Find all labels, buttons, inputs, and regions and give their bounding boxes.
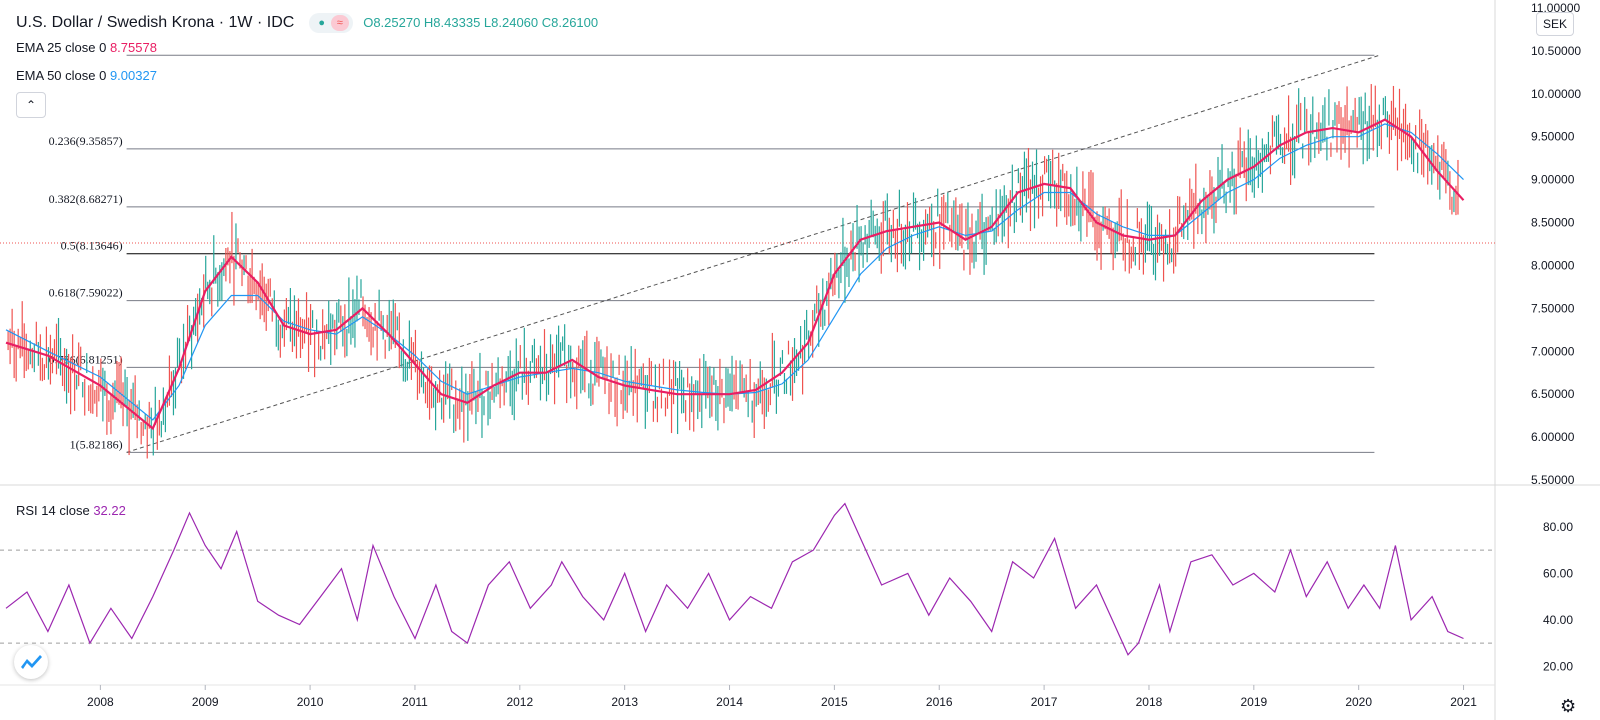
- time-tick-label: 2012: [506, 695, 533, 709]
- fib-level-label: 0.236(9.35857): [49, 134, 123, 148]
- price-tick-label: 6.00000: [1531, 430, 1575, 444]
- dot-icon[interactable]: ●: [318, 17, 326, 29]
- chevron-up-icon: ⌃: [25, 98, 37, 112]
- fib-level-label: 0.786(6.81251): [49, 352, 123, 366]
- ema50-value: 9.00327: [109, 68, 157, 83]
- price-tick-label: 5.50000: [1531, 473, 1575, 487]
- ema25-label: EMA 25 close 0: [16, 40, 107, 55]
- fib-level-label: 0.618(7.59022): [49, 286, 123, 300]
- time-tick-label: 2017: [1031, 695, 1058, 709]
- settings-gear-icon[interactable]: ⚙: [1560, 696, 1577, 716]
- time-tick-label: 2019: [1240, 695, 1267, 709]
- ema50-legend[interactable]: EMA 50 close 0 9.00327: [16, 68, 157, 83]
- rsi-tick-label: 60.00: [1543, 566, 1573, 580]
- price-tick-label: 9.50000: [1531, 130, 1575, 144]
- price-tick-label: 9.00000: [1531, 173, 1575, 187]
- price-tick-label: 10.50000: [1531, 44, 1581, 58]
- tradingview-logo[interactable]: [14, 645, 48, 679]
- rsi-value: 32.22: [93, 503, 126, 518]
- ema50-line: [5, 123, 1464, 421]
- rsi-tick-label: 20.00: [1543, 659, 1573, 673]
- price-tick-label: 10.00000: [1531, 87, 1581, 101]
- fib-level-label: 0.5(8.13646): [61, 239, 123, 253]
- currency-button[interactable]: SEK: [1536, 12, 1574, 36]
- ema25-legend[interactable]: EMA 25 close 0 8.75578: [16, 40, 157, 55]
- time-tick-label: 2011: [402, 695, 428, 709]
- ema25-value: 8.75578: [109, 40, 157, 55]
- rsi-tick-label: 40.00: [1543, 613, 1573, 627]
- ema25-line: [5, 118, 1465, 431]
- time-tick-label: 2014: [716, 695, 743, 709]
- logo-icon: [21, 655, 42, 669]
- fib-level-label: 0.382(8.68271): [49, 192, 123, 206]
- collapse-legend-button[interactable]: ⌃: [16, 92, 46, 118]
- ohlc-values: O8.25270 H8.43335 L8.24060 C8.26100: [363, 15, 599, 31]
- symbol-header: U.S. Dollar / Swedish Krona · 1W · IDC ●…: [16, 13, 598, 33]
- price-tick-label: 7.00000: [1531, 344, 1575, 358]
- rsi-label: RSI 14 close: [16, 503, 90, 518]
- time-tick-label: 2015: [821, 695, 848, 709]
- fib-level-label: 1(5.82186): [70, 437, 123, 451]
- time-tick-label: 2016: [926, 695, 953, 709]
- fib-trend-line: [126, 54, 1380, 453]
- time-tick-label: 2020: [1345, 695, 1372, 709]
- rsi-legend[interactable]: RSI 14 close 32.22: [16, 503, 126, 518]
- indicator-status-pill[interactable]: ● ≈: [308, 13, 353, 33]
- price-tick-label: 7.50000: [1531, 301, 1575, 315]
- time-tick-label: 2010: [297, 695, 324, 709]
- time-tick-label: 2021: [1450, 695, 1477, 709]
- wave-icon[interactable]: ≈: [330, 15, 349, 31]
- price-tick-label: 8.00000: [1531, 258, 1575, 272]
- symbol-title[interactable]: U.S. Dollar / Swedish Krona · 1W · IDC: [16, 14, 295, 32]
- price-tick-label: 11.00000: [1531, 1, 1580, 15]
- time-tick-label: 2013: [611, 695, 638, 709]
- rsi-tick-label: 80.00: [1543, 520, 1573, 534]
- price-tick-label: 6.50000: [1531, 387, 1575, 401]
- ema50-label: EMA 50 close 0: [16, 68, 107, 83]
- rsi-line: [5, 502, 1464, 656]
- time-tick-label: 2018: [1136, 695, 1163, 709]
- price-tick-label: 8.50000: [1531, 216, 1575, 230]
- time-tick-label: 2008: [87, 695, 114, 709]
- time-tick-label: 2009: [192, 695, 219, 709]
